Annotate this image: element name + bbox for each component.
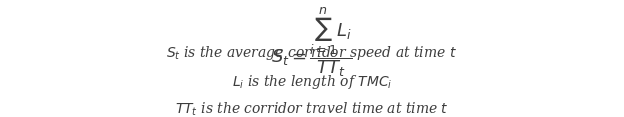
Text: $L_i$ is the length of $TMC_i$: $L_i$ is the length of $TMC_i$	[232, 73, 392, 91]
Text: $S_t = \dfrac{\sum_{i=1}^{n} L_i}{TT_t}$: $S_t = \dfrac{\sum_{i=1}^{n} L_i}{TT_t}$	[271, 6, 353, 79]
Text: $S_t$ is the average corridor speed at time $t$: $S_t$ is the average corridor speed at t…	[167, 44, 457, 62]
Text: $TT_t$ is the corridor travel time at time $t$: $TT_t$ is the corridor travel time at ti…	[175, 101, 449, 117]
